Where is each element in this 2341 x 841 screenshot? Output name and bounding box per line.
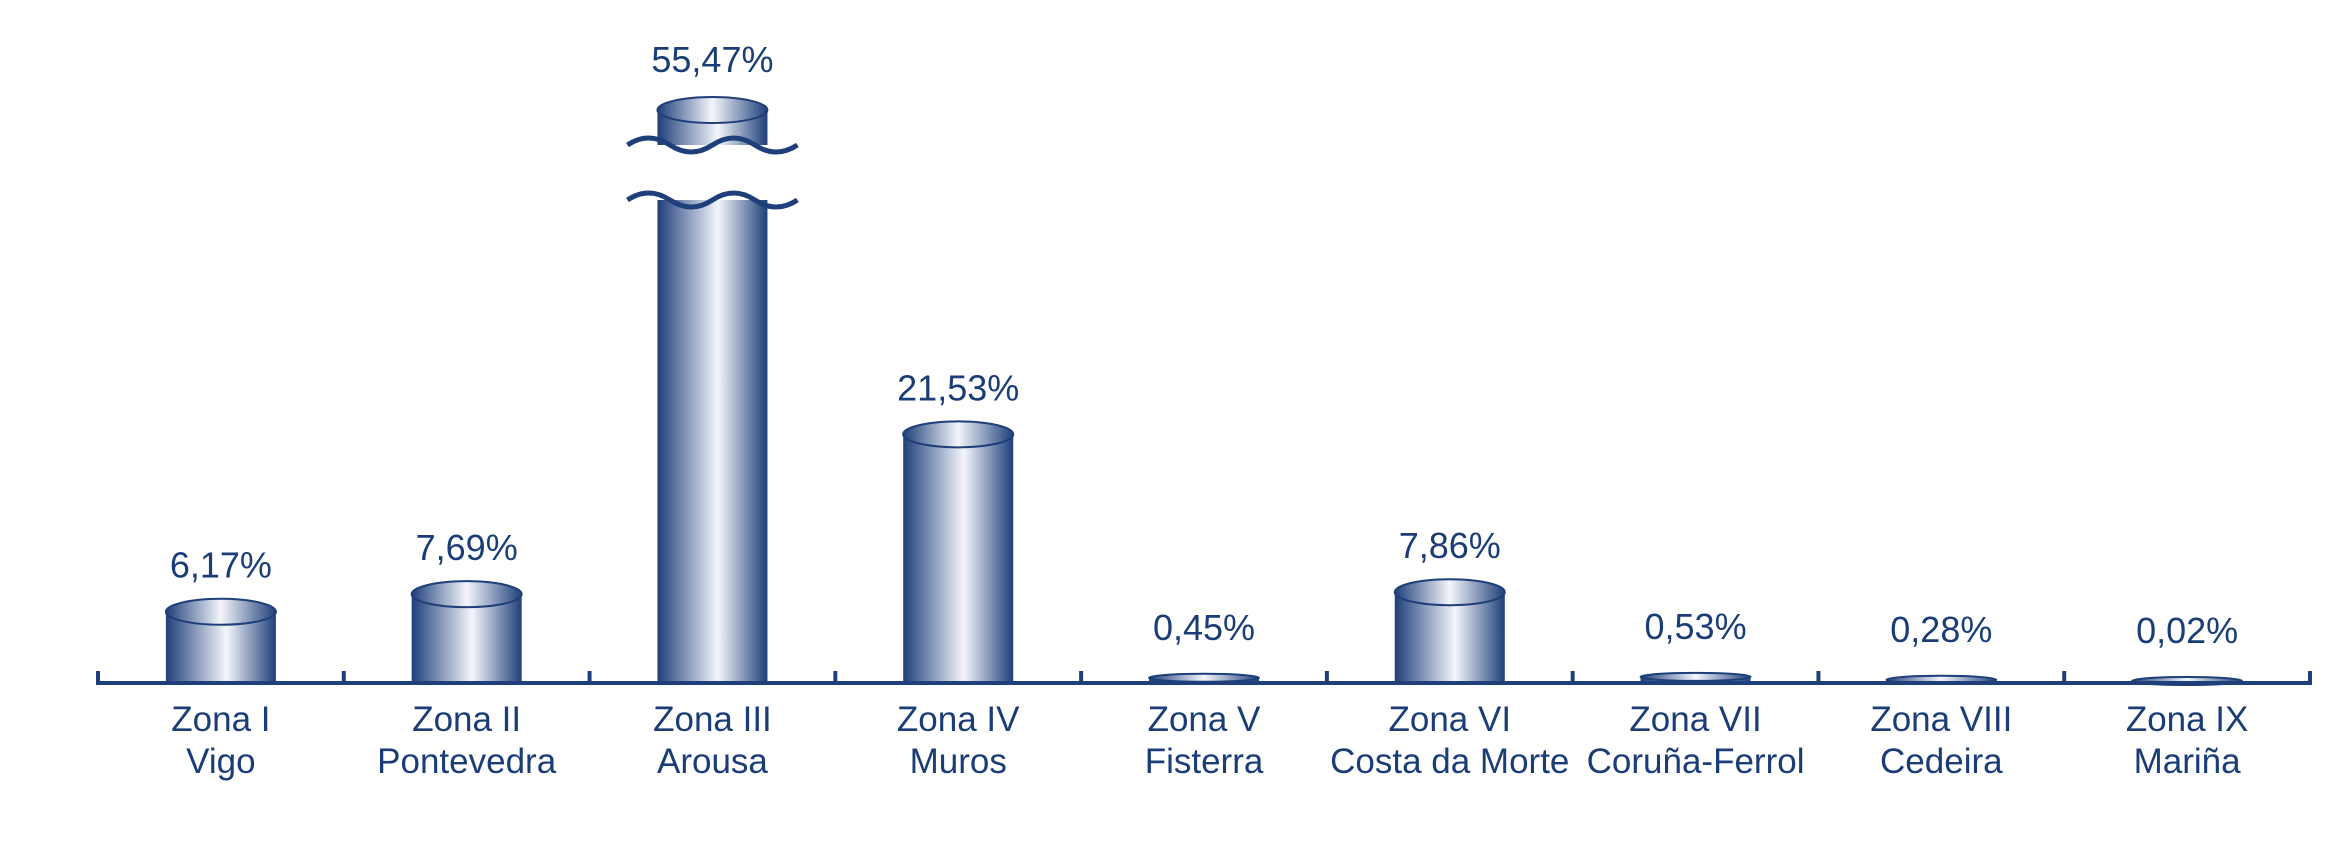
- bar-body: [903, 434, 1014, 683]
- bar-body: [657, 200, 768, 683]
- bar-6: [1393, 578, 1506, 683]
- axis-break-wave-bottom: [626, 190, 799, 210]
- category-label-place: Vigo: [186, 742, 255, 781]
- category-label-zone: Zona VII: [1629, 700, 1761, 739]
- category-label-place: Cedeira: [1880, 742, 2003, 781]
- axis-break-wave-top: [626, 135, 799, 155]
- data-label: 21,53%: [897, 367, 1019, 408]
- category-label-zone: Zona IX: [2126, 700, 2249, 739]
- category-label-zone: Zona VI: [1388, 700, 1511, 739]
- data-label: 7,69%: [416, 527, 518, 568]
- data-label: 7,86%: [1399, 525, 1501, 566]
- bar-cap: [656, 96, 769, 124]
- data-label: 0,02%: [2136, 610, 2238, 651]
- bar-4: [902, 420, 1015, 683]
- axis-break-gap: [627, 148, 798, 197]
- category-label-zone: Zona V: [1148, 700, 1261, 739]
- category-label-place: Muros: [910, 742, 1007, 781]
- category-label-place: Costa da Morte: [1330, 742, 1569, 781]
- category-label-zone: Zona VIII: [1870, 700, 2012, 739]
- category-label-place: Coruña-Ferrol: [1587, 742, 1805, 781]
- data-label: 0,45%: [1153, 607, 1255, 648]
- bar-cap: [1393, 578, 1506, 607]
- data-label: 55,47%: [651, 39, 773, 80]
- bars: [164, 96, 2244, 686]
- bar-3: [626, 96, 799, 683]
- data-label: 0,53%: [1645, 606, 1747, 647]
- bar-body: [411, 594, 522, 683]
- category-label-place: Fisterra: [1145, 742, 1264, 781]
- bar-5: [1148, 672, 1260, 683]
- category-label-zone: Zona II: [412, 700, 521, 739]
- bar-cap: [1639, 671, 1752, 682]
- category-label-zone: Zona IV: [897, 700, 1020, 739]
- bar-1: [164, 597, 277, 683]
- category-label-place: Mariña: [2134, 742, 2242, 781]
- bar-cap: [1148, 672, 1260, 683]
- bar-7: [1639, 671, 1752, 683]
- category-label-zone: Zona I: [171, 700, 270, 739]
- category-label-place: Arousa: [657, 742, 768, 781]
- data-label: 0,28%: [1890, 609, 1992, 650]
- x-axis: [96, 671, 2312, 685]
- bar-cap: [164, 597, 277, 626]
- bar-cap: [902, 420, 1015, 449]
- data-label: 6,17%: [170, 545, 272, 586]
- bar-2: [410, 580, 523, 683]
- category-label-place: Pontevedra: [377, 742, 557, 781]
- category-label-zone: Zona III: [653, 700, 772, 739]
- bar-cap: [410, 580, 523, 609]
- bar-body: [1394, 592, 1505, 683]
